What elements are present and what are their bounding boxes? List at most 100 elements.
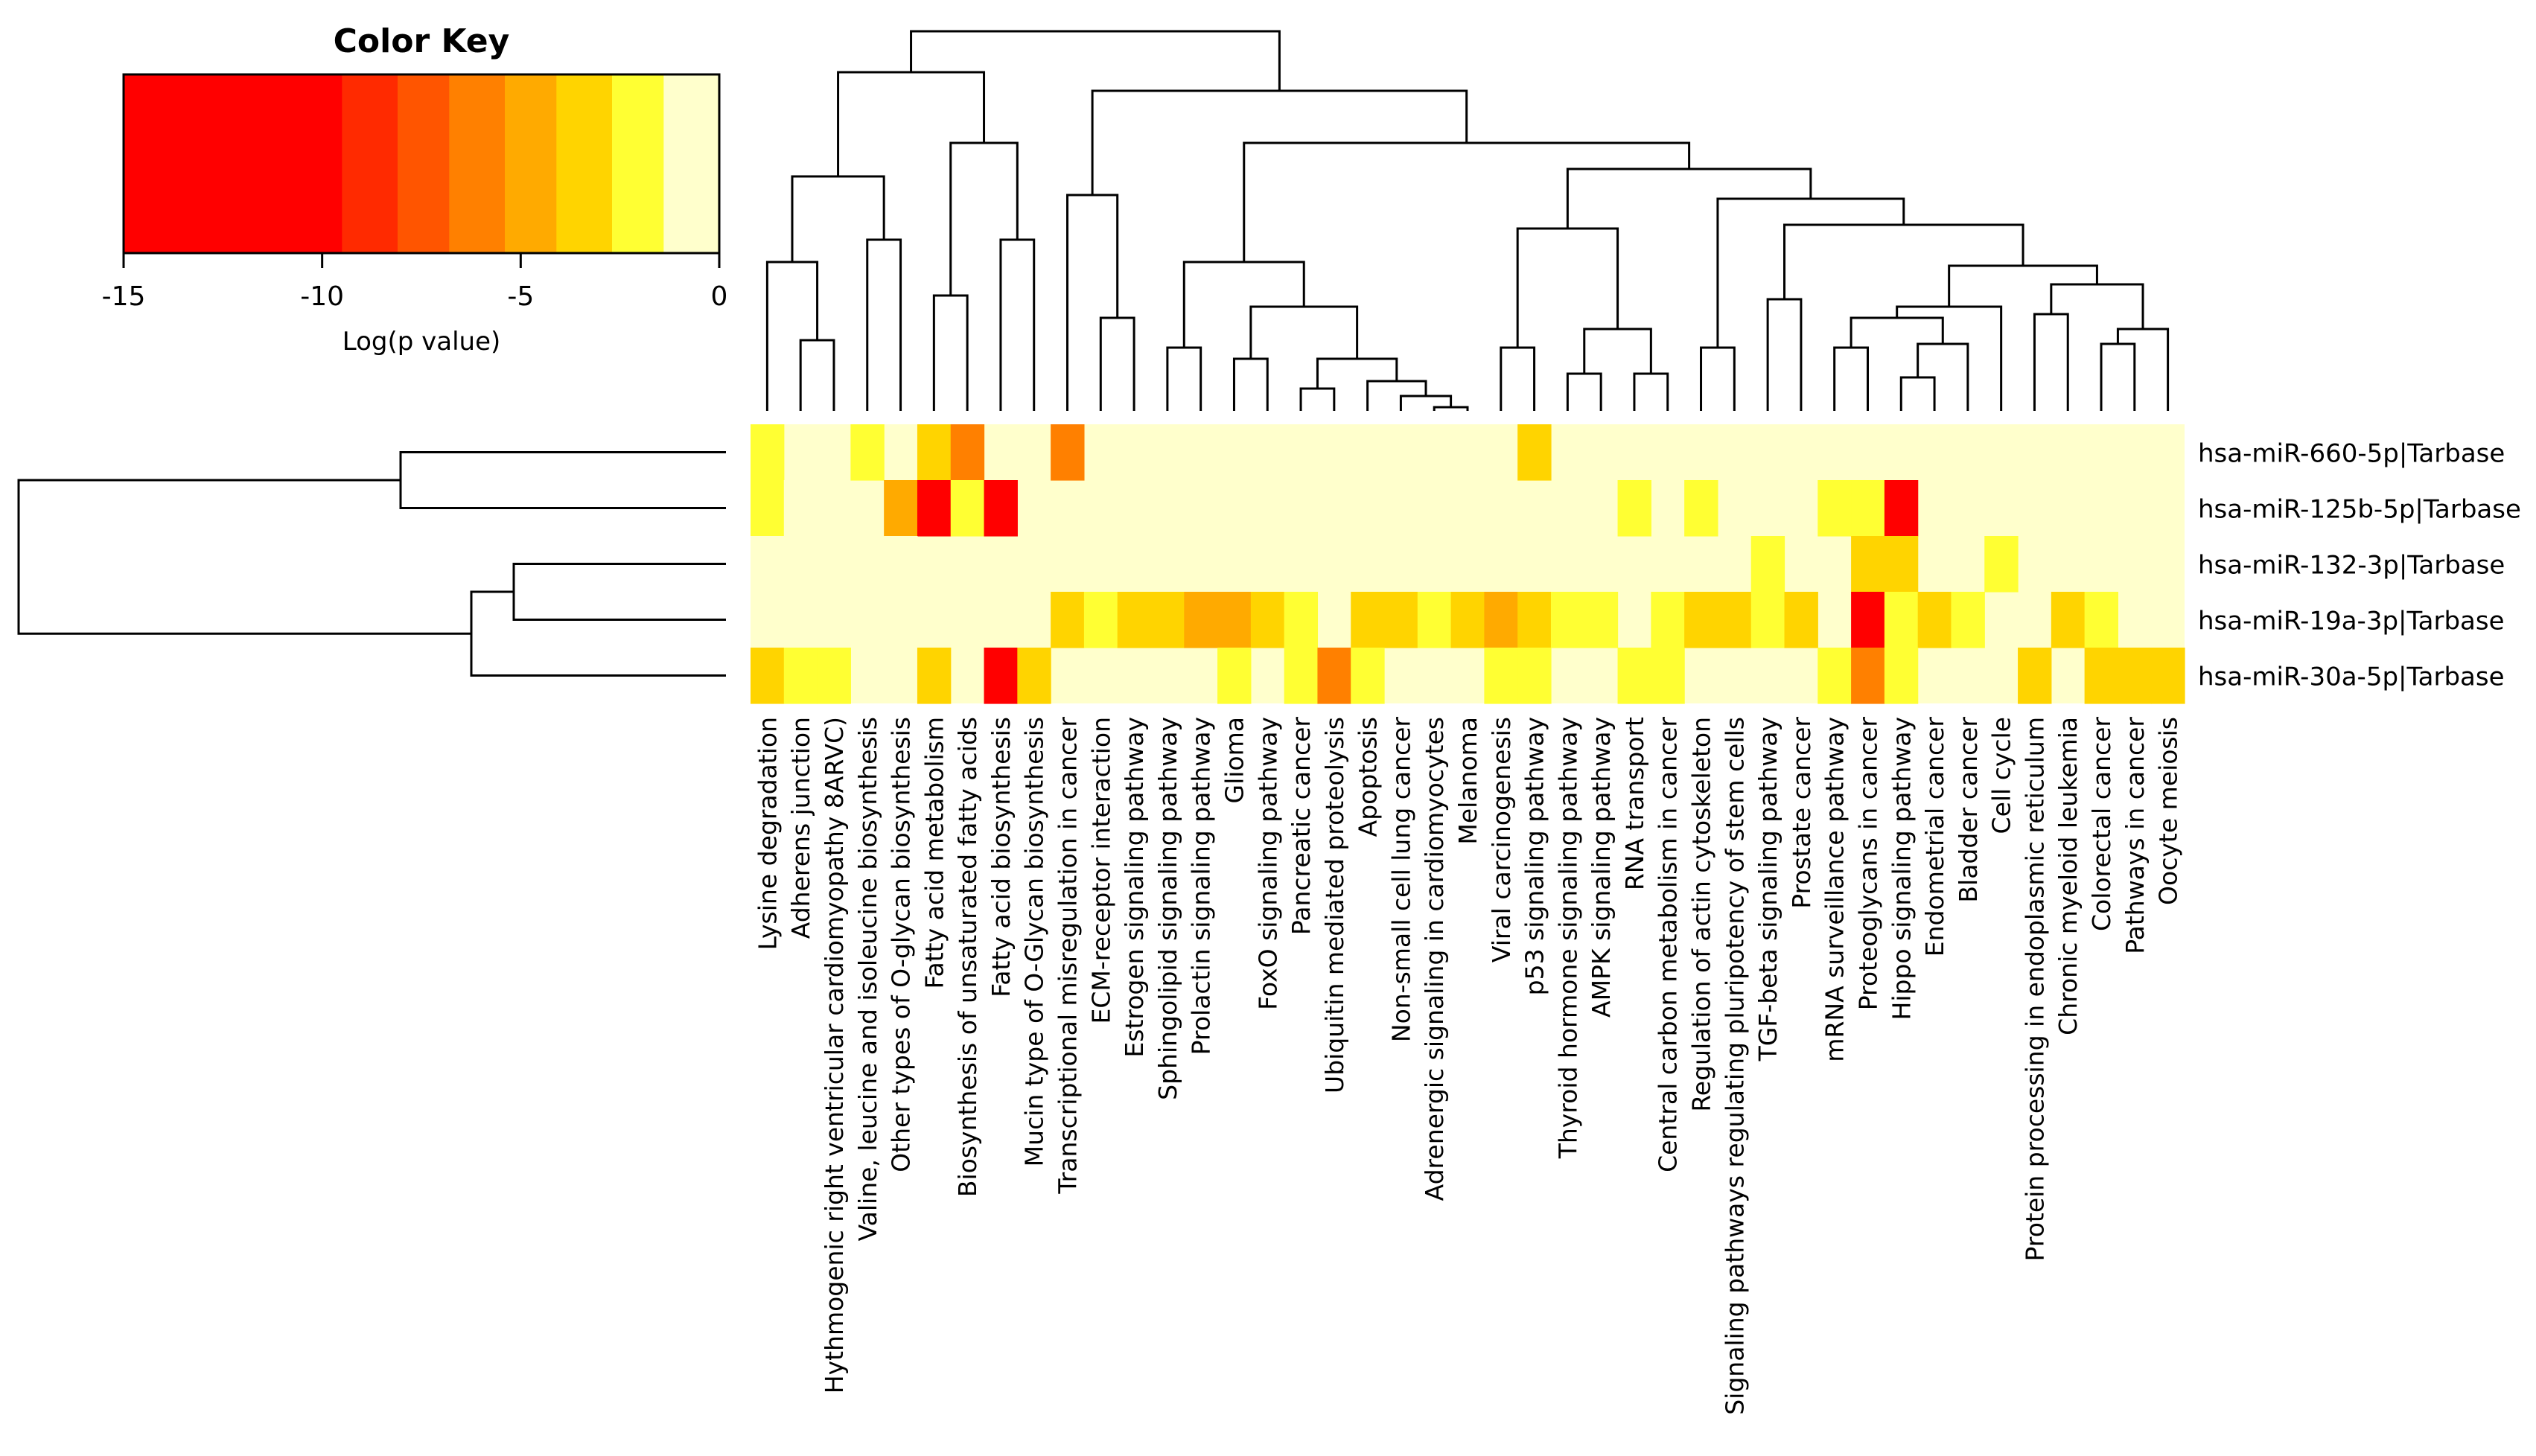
heatmap-cell: [1617, 648, 1651, 704]
dendrogram-branch: [1433, 406, 1469, 411]
dendrogram-branch: [1766, 298, 1803, 411]
column-label: Adrenergic signaling in cardiomyocytes: [1420, 717, 1449, 1201]
color-key-band: [663, 74, 720, 253]
heatmap-cell: [1584, 592, 1619, 648]
heatmap-cell: [1884, 648, 1919, 704]
column-label: Protein processing in endoplasmic reticu…: [2020, 717, 2049, 1261]
heatmap-cell: [1284, 648, 1319, 704]
dendrogram-branch: [1316, 357, 1398, 389]
heatmap-cell: [783, 648, 818, 704]
heatmap-cell: [1651, 648, 1685, 704]
column-label: Mucin type of O-Glycan biosynthesis: [1020, 717, 1049, 1166]
column-label: Biosynthesis of unsaturated fatty acids: [953, 717, 982, 1197]
heatmap-cell: [1717, 592, 1752, 648]
dendrogram-branch: [17, 479, 471, 635]
color-key-band: [398, 74, 450, 253]
dendrogram-branch: [1633, 372, 1669, 411]
heatmap-cell: [1951, 592, 1985, 648]
dendrogram-branch: [2100, 342, 2136, 411]
heatmap-cell: [2084, 648, 2119, 704]
heatmap-cell: [1884, 536, 1919, 593]
color-key-tick-label: -15: [102, 281, 146, 312]
dendrogram-branch: [1899, 376, 1936, 411]
heatmap-cell: [850, 424, 885, 481]
color-key: Color Key -15 -10 -5 0 Log(p value): [102, 22, 728, 357]
row-label: hsa-miR-132-3p|Tarbase: [2198, 551, 2505, 581]
color-key-band: [342, 74, 398, 253]
column-label: Oocyte meiosis: [2154, 717, 2183, 905]
column-label: Pathways in cancer: [2121, 717, 2150, 954]
heatmap-cell: [751, 480, 785, 537]
column-dendrogram: [765, 30, 2170, 411]
dendrogram-branch: [1833, 346, 1869, 411]
heatmap-cell: [2151, 648, 2185, 704]
dendrogram-branch: [1500, 346, 1536, 411]
dendrogram-branch: [2050, 283, 2144, 329]
dendrogram-branch: [2116, 328, 2170, 411]
column-label: FoxO signaling pathway: [1253, 717, 1282, 1010]
heatmap-cell: [1851, 536, 1885, 593]
dendrogram-branch: [1166, 346, 1202, 411]
heatmap-cell: [783, 480, 818, 537]
heatmap-cell: [1351, 592, 1385, 648]
heatmap-cell: [984, 648, 1018, 704]
column-label: Viral carcinogenesis: [1487, 717, 1516, 962]
column-label: Chronic myeloid leukemia: [2054, 717, 2083, 1035]
column-label: mRNA surveillance pathway: [1820, 717, 1850, 1062]
heatmap-cell: [1851, 592, 1885, 648]
dendrogram-branch: [1099, 316, 1135, 411]
heatmap-cell: [884, 480, 918, 537]
column-label: ECM-receptor interaction: [1086, 717, 1115, 1024]
heatmap-cell: [1150, 592, 1185, 648]
color-key-band: [505, 74, 557, 253]
heatmap-cell: [1217, 592, 1252, 648]
row-dendrogram: [17, 451, 726, 677]
dendrogram-branch: [1583, 328, 1652, 374]
heatmap-cells: [751, 424, 2185, 704]
dendrogram-branch: [470, 590, 726, 677]
row-label: hsa-miR-660-5p|Tarbase: [2198, 439, 2505, 469]
dendrogram-branch: [1896, 305, 2003, 411]
heatmap-cell: [2051, 592, 2086, 648]
heatmap-cell: [817, 648, 851, 704]
heatmap-cell: [1750, 536, 1785, 593]
heatmap-cell: [1184, 592, 1218, 648]
column-label: Adherens junction: [786, 717, 815, 939]
column-label: Glioma: [1220, 717, 1249, 803]
row-label: hsa-miR-30a-5p|Tarbase: [2198, 662, 2505, 692]
dendrogram-branch: [512, 563, 726, 621]
column-label: Ubiquitin mediated proteolysis: [1320, 717, 1349, 1093]
dendrogram-branch: [1232, 357, 1269, 411]
color-key-band: [556, 74, 613, 253]
heatmap-cell: [817, 536, 851, 593]
dendrogram-branch: [1299, 387, 1336, 411]
heatmap-cell: [884, 536, 918, 593]
dendrogram-branch: [1182, 261, 1305, 348]
column-label: Thyroid hormone signaling pathway: [1553, 717, 1582, 1159]
column-label: Prolactin signaling pathway: [1187, 717, 1216, 1055]
heatmap-cell: [1284, 592, 1319, 648]
dendrogram-branch: [1066, 194, 1119, 411]
column-label: Central carbon metabolism in cancer: [1654, 717, 1683, 1172]
heatmap-cell: [1083, 592, 1118, 648]
column-label: Apoptosis: [1354, 717, 1383, 837]
heatmap-cell: [1984, 536, 2019, 593]
column-label: p53 signaling pathway: [1520, 717, 1549, 995]
heatmap-cell: [1884, 480, 1919, 537]
heatmap-cell: [2118, 648, 2152, 704]
column-label: AMPK signaling pathway: [1587, 717, 1616, 1018]
heatmap-cell: [1484, 592, 1518, 648]
dendrogram-branch: [2033, 313, 2069, 411]
heatmap-cell: [1851, 480, 1885, 537]
heatmap-cell: [1517, 592, 1552, 648]
heatmap-cell: [1784, 592, 1818, 648]
heatmap-cell: [1417, 592, 1452, 648]
heatmap-cell: [1851, 648, 1885, 704]
heatmap-cell: [1617, 480, 1651, 537]
column-label: Other types of O-glycan biosynthesis: [887, 717, 916, 1172]
heatmap-cell: [1750, 592, 1785, 648]
heatmap-cell: [1884, 592, 1919, 648]
heatmap-cell: [751, 648, 785, 704]
color-key-tick-label: 0: [711, 281, 728, 312]
